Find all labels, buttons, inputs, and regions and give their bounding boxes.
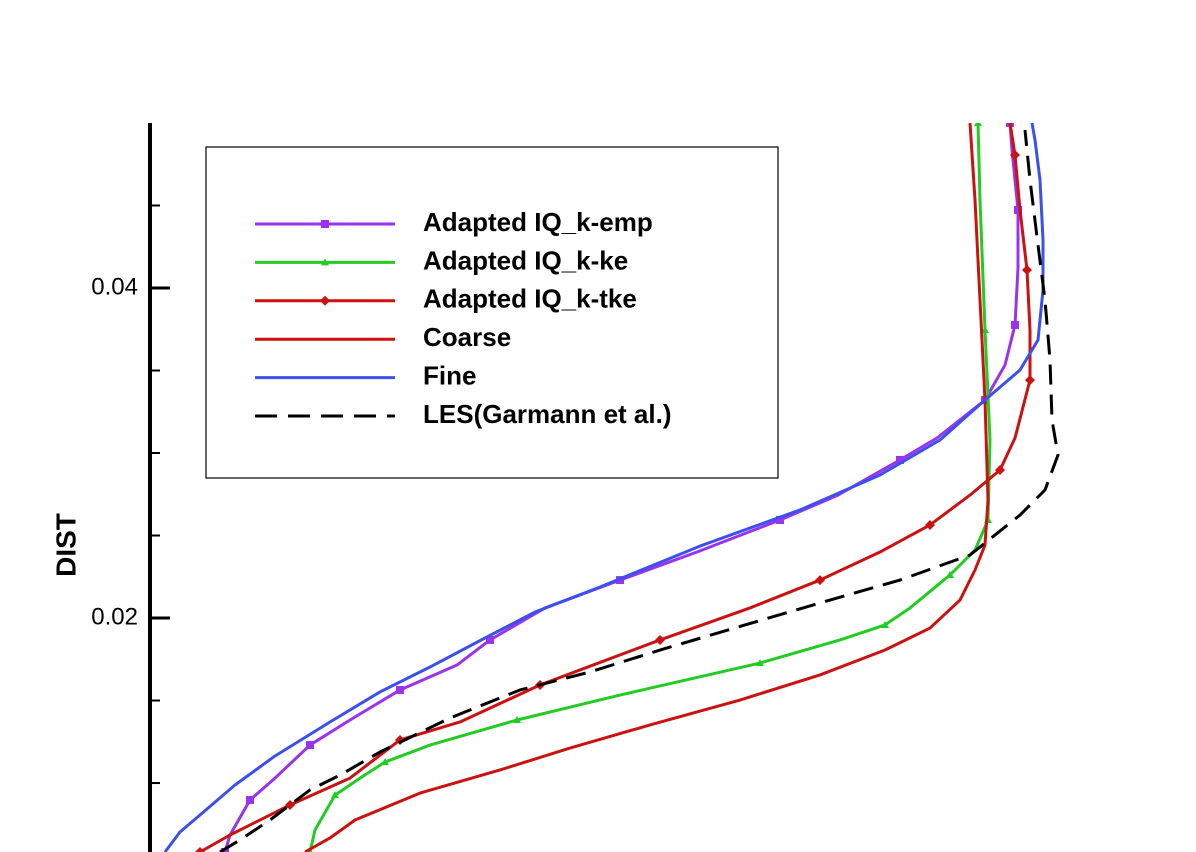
marker bbox=[1010, 150, 1020, 161]
legend: Adapted IQ_k-emp Adapted IQ_k-ke Adapted I… bbox=[255, 207, 672, 429]
marker bbox=[815, 575, 825, 586]
marker bbox=[1022, 265, 1032, 276]
legend-label: LES(Garmann et al.) bbox=[423, 399, 672, 429]
series-line bbox=[163, 123, 1045, 852]
series-line bbox=[308, 123, 992, 852]
series-line bbox=[219, 129, 1060, 852]
marker bbox=[321, 258, 329, 266]
legend-label: Adapted IQ_k-tke bbox=[423, 284, 637, 314]
marker bbox=[974, 123, 982, 126]
marker bbox=[396, 685, 404, 694]
legend-label: Adapted IQ_k-emp bbox=[423, 207, 653, 237]
series-line bbox=[223, 123, 1020, 852]
marker bbox=[995, 465, 1005, 476]
legend-box bbox=[205, 146, 779, 479]
marker bbox=[1025, 375, 1035, 386]
marker bbox=[320, 295, 330, 306]
marker bbox=[881, 620, 889, 628]
legend-label: Fine bbox=[423, 360, 476, 390]
marker bbox=[331, 791, 339, 799]
plot-area bbox=[163, 123, 1060, 852]
marker bbox=[381, 758, 389, 766]
y-axis-label: DIST bbox=[50, 513, 81, 577]
marker bbox=[1014, 205, 1022, 214]
marker bbox=[195, 847, 205, 852]
series-line bbox=[199, 123, 1032, 852]
marker bbox=[321, 220, 329, 228]
legend-label: Coarse bbox=[423, 322, 511, 352]
y-tick-label: 0.02 bbox=[91, 603, 138, 630]
marker bbox=[776, 516, 784, 525]
marker bbox=[925, 519, 935, 530]
legend-label: Adapted IQ_k-ke bbox=[423, 245, 628, 275]
marker bbox=[246, 796, 254, 805]
marker bbox=[946, 570, 954, 578]
marker bbox=[486, 635, 494, 644]
marker bbox=[756, 659, 764, 667]
y-tick-label: 0.04 bbox=[91, 273, 138, 300]
marker bbox=[513, 715, 521, 723]
marker bbox=[655, 634, 665, 645]
marker bbox=[285, 799, 295, 810]
marker bbox=[896, 455, 904, 464]
marker bbox=[306, 741, 314, 750]
marker bbox=[1011, 320, 1019, 329]
